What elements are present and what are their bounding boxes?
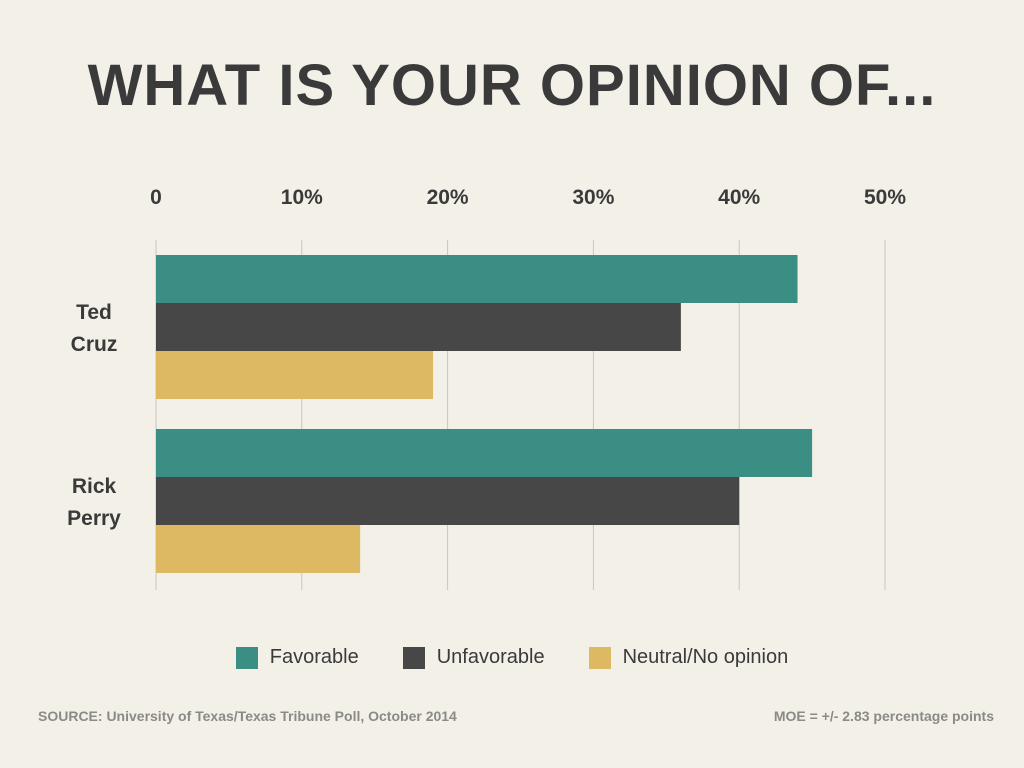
- legend-swatch-neutral: [588, 646, 611, 669]
- legend-label-favorable: Favorable: [269, 646, 359, 668]
- legend-swatch-unfavorable: [402, 646, 425, 669]
- legend-label-neutral: Neutral/No opinion: [622, 646, 789, 668]
- category-label: Perry: [67, 507, 121, 530]
- x-tick-label: 10%: [281, 186, 323, 209]
- bar: [156, 525, 361, 573]
- bar: [156, 351, 434, 399]
- x-tick-label: 0: [150, 186, 162, 209]
- x-tick-label: 30%: [572, 186, 614, 209]
- x-tick-label: 50%: [864, 186, 906, 209]
- bar: [156, 255, 798, 303]
- legend-item-favorable: Favorable: [235, 646, 359, 669]
- bar: [156, 303, 681, 351]
- source-note: SOURCE: University of Texas/Texas Tribun…: [38, 708, 457, 724]
- bar: [156, 429, 813, 477]
- bar: [156, 477, 740, 525]
- legend-item-neutral: Neutral/No opinion: [588, 646, 789, 669]
- bar-chart: 0 10% 20% 30% 40% 50% Ted Cruz Rick Perry: [67, 186, 906, 590]
- moe-note: MOE = +/- 2.83 percentage points: [773, 708, 994, 724]
- legend-label-unfavorable: Unfavorable: [436, 646, 545, 668]
- category-label: Cruz: [71, 333, 118, 356]
- chart-title: WHAT IS YOUR OPINION OF...: [87, 53, 937, 118]
- category-label: Ted: [76, 301, 112, 324]
- legend-swatch-favorable: [235, 646, 258, 669]
- x-tick-label: 20%: [427, 186, 469, 209]
- legend: Favorable Unfavorable Neutral/No opinion: [0, 646, 1024, 669]
- category-label: Rick: [72, 475, 117, 498]
- x-tick-label: 40%: [718, 186, 760, 209]
- legend-item-unfavorable: Unfavorable: [402, 646, 545, 669]
